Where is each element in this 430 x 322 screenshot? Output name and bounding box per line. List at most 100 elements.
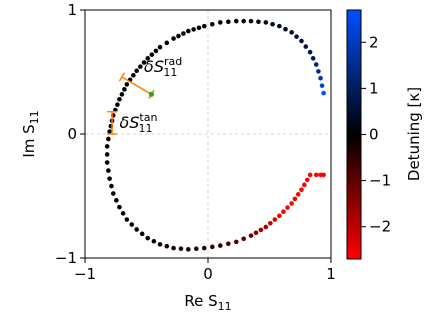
data-point <box>258 227 264 233</box>
y-tick-label: 0 <box>67 125 77 143</box>
data-point <box>289 30 294 35</box>
data-point <box>157 242 163 247</box>
data-point <box>318 75 323 81</box>
colorbar-tick-label: −1 <box>369 172 391 190</box>
data-point <box>114 198 119 203</box>
data-point <box>153 48 159 54</box>
data-point <box>145 56 151 61</box>
colorbar-tick-label: 1 <box>369 79 379 97</box>
bracket-rad <box>121 76 152 95</box>
data-point <box>120 211 126 216</box>
data-point <box>157 44 163 50</box>
data-point <box>281 209 286 215</box>
data-point <box>295 192 301 197</box>
data-point <box>109 183 114 189</box>
data-point <box>176 33 181 39</box>
data-point <box>310 56 316 61</box>
data-point <box>268 220 273 226</box>
data-point <box>124 217 130 222</box>
data-point <box>241 18 246 24</box>
data-point <box>104 152 110 157</box>
data-point <box>270 21 275 27</box>
data-point <box>117 204 122 210</box>
data-point <box>321 172 326 178</box>
data-point <box>218 20 223 25</box>
data-point <box>181 31 186 36</box>
data-point <box>303 44 309 49</box>
data-point <box>272 217 278 222</box>
data-point <box>110 191 116 196</box>
colorbar <box>346 9 362 260</box>
data-point <box>319 83 325 88</box>
x-tick-label: −1 <box>74 265 96 283</box>
data-point <box>263 224 269 230</box>
data-point <box>202 245 207 251</box>
data-point <box>226 19 231 25</box>
data-point <box>316 69 321 74</box>
data-point <box>164 40 170 46</box>
data-point <box>117 96 122 102</box>
data-point <box>145 235 151 241</box>
data-point <box>283 26 288 32</box>
data-point <box>191 27 196 32</box>
colorbar-tick-label: 2 <box>369 33 379 51</box>
data-point <box>151 238 157 244</box>
data-point <box>253 230 259 236</box>
colorbar-label: Detuning [κ] <box>405 87 423 181</box>
annotations: δSrad 11 δStan 11 <box>107 55 182 135</box>
x-tick-label: 0 <box>203 265 213 283</box>
x-axis: −1 0 1 <box>74 258 336 283</box>
data-point <box>134 227 139 232</box>
y-tick-label: −1 <box>55 249 77 267</box>
grid-lines <box>85 10 331 258</box>
data-point <box>302 182 307 188</box>
data-point <box>299 187 304 193</box>
data-point <box>134 68 139 74</box>
data-point <box>106 168 111 173</box>
data-point <box>178 246 184 251</box>
data-point <box>299 38 304 44</box>
y-axis-label: Im S11 <box>20 110 41 157</box>
data-point <box>294 34 299 39</box>
data-point <box>263 20 269 25</box>
data-point <box>194 246 199 251</box>
data-point <box>292 196 298 202</box>
data-point <box>106 136 111 142</box>
data-point <box>119 92 125 97</box>
data-point <box>233 18 239 24</box>
data-point <box>186 28 191 34</box>
data-point <box>210 244 215 250</box>
data-point <box>313 172 319 178</box>
data-point <box>107 129 112 134</box>
data-point <box>285 205 290 210</box>
y-axis: −1 0 1 <box>55 1 85 267</box>
data-point <box>218 243 223 248</box>
y-tick-label: 1 <box>67 1 77 19</box>
data-point <box>241 236 246 242</box>
colorbar-tick-label: −2 <box>369 218 391 236</box>
data-point <box>248 233 254 238</box>
data-point <box>171 245 176 251</box>
data-point <box>248 18 254 24</box>
data-point <box>256 19 261 25</box>
data-point <box>186 247 191 252</box>
data-point <box>171 36 176 41</box>
data-point <box>196 25 202 31</box>
data-point <box>289 201 294 206</box>
colorbar-ticks: −2 −1 0 1 2 <box>361 33 391 236</box>
data-point <box>124 82 130 87</box>
data-point <box>277 213 282 219</box>
data-point <box>307 172 313 178</box>
data-points <box>104 18 326 252</box>
colorbar-tick-label: 0 <box>369 126 379 144</box>
data-point <box>321 90 326 96</box>
x-axis-label: Re S11 <box>184 292 231 313</box>
data-point <box>304 177 310 183</box>
data-point <box>233 239 239 245</box>
label-rad: δSrad 11 <box>144 55 182 79</box>
data-point <box>210 21 215 27</box>
data-point <box>131 73 136 78</box>
label-tan: δStan 11 <box>119 111 157 135</box>
data-point <box>226 241 231 247</box>
